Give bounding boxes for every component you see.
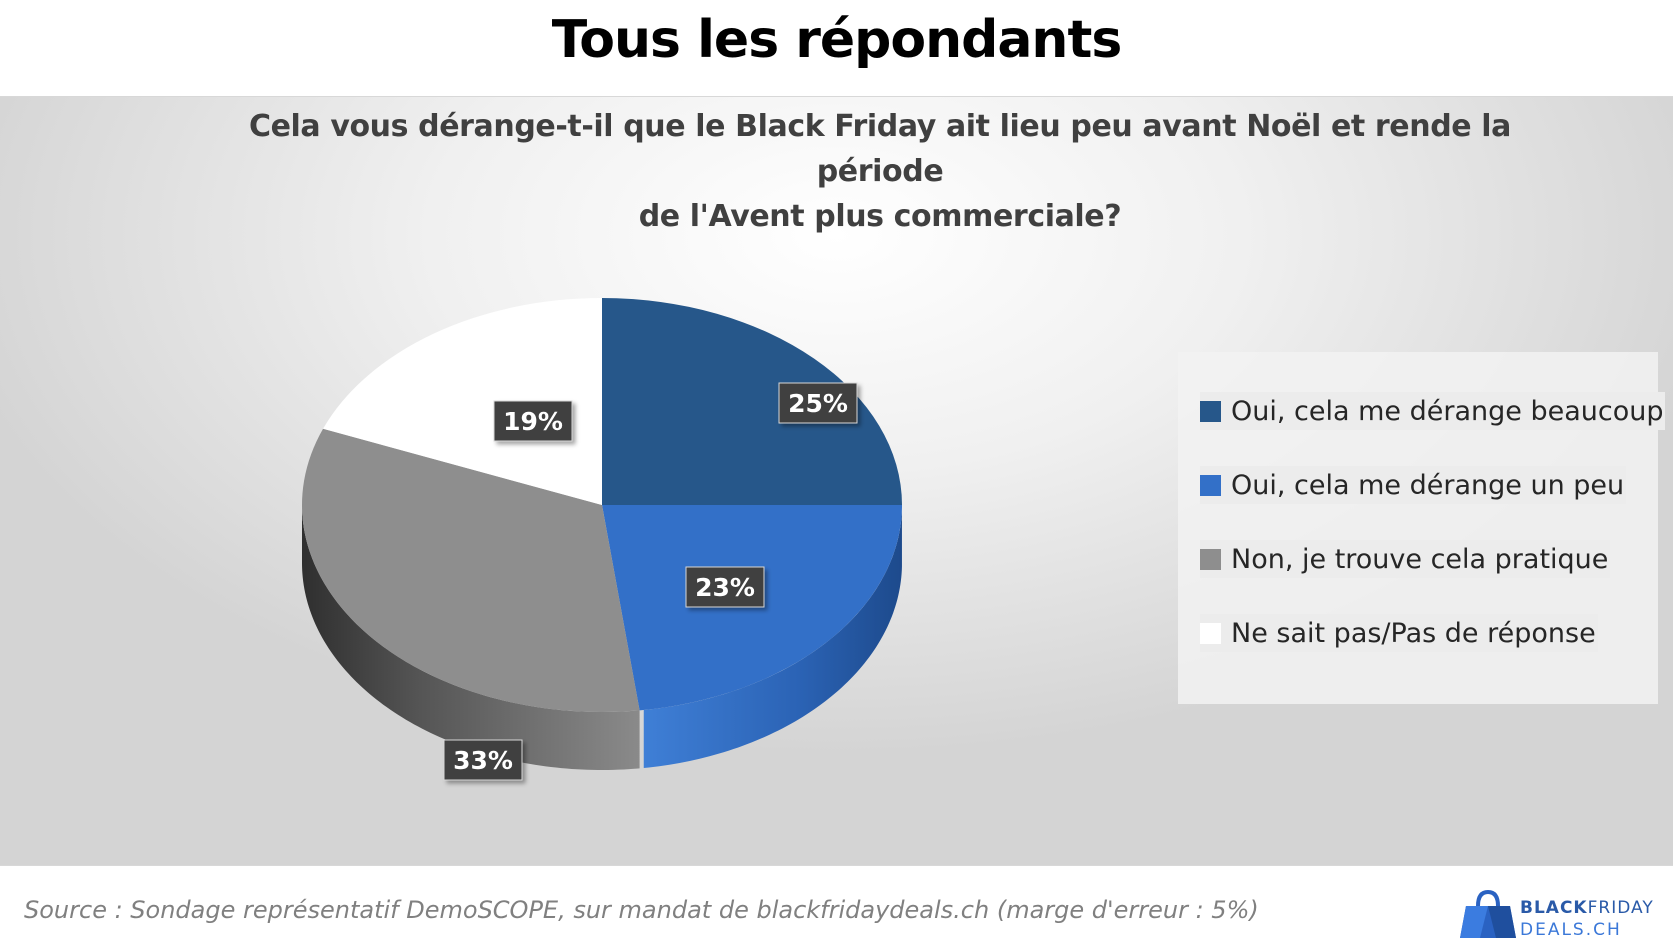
logo-text-deals: DEALS.CH	[1520, 920, 1622, 940]
source-note: Source : Sondage représentatif DemoSCOPE…	[24, 896, 1259, 924]
legend-label: Ne sait pas/Pas de réponse	[1231, 617, 1596, 649]
data-label-text: 33%	[453, 746, 513, 775]
pie-slice-side	[302, 505, 640, 770]
legend: Oui, cela me dérange beaucoup Oui, cela …	[1178, 352, 1666, 704]
chart-title-line-1: Cela vous dérange-t-il que le Black Frid…	[248, 109, 1512, 189]
pie-slice	[602, 298, 902, 505]
logo: BLACKFRIDAY DEALS.CH	[1460, 886, 1665, 940]
pie-slice	[302, 428, 640, 713]
data-label-box	[443, 739, 523, 781]
legend-item: Non, je trouve cela pratique	[1200, 540, 1611, 578]
data-label: 19%	[493, 400, 573, 442]
legend-swatch	[1200, 548, 1221, 570]
data-label-text: 19%	[503, 407, 563, 436]
legend-label: Oui, cela me dérange beaucoup	[1231, 395, 1664, 427]
pie-sides	[302, 505, 902, 770]
logo-text-black: BLACK	[1520, 898, 1588, 918]
legend-swatch	[1200, 400, 1221, 422]
data-label: 33%	[443, 739, 523, 781]
data-label-text: 25%	[788, 389, 848, 418]
pie-labels: 25% 23% 33% 19%	[443, 382, 858, 781]
legend-item: Oui, cela me dérange un peu	[1200, 466, 1627, 504]
data-label-box	[685, 566, 765, 608]
page-title: Tous les répondants	[551, 10, 1123, 70]
legend-label: Oui, cela me dérange un peu	[1231, 469, 1625, 501]
pie-slice	[602, 505, 902, 711]
logo-text: BLACKFRIDAY	[1520, 898, 1654, 918]
data-label-box	[493, 400, 573, 442]
data-label: 25%	[778, 382, 858, 424]
pie-slice	[323, 298, 602, 505]
data-label-box	[778, 382, 858, 424]
data-label-text: 23%	[695, 573, 755, 602]
chart-title: Cela vous dérange-t-il que le Black Frid…	[220, 104, 1540, 239]
legend-item: Oui, cela me dérange beaucoup	[1200, 392, 1666, 430]
shopping-bag-icon	[1460, 889, 1516, 938]
pie-tops	[302, 298, 902, 713]
logo-text-friday: FRIDAY	[1587, 898, 1654, 918]
legend-swatch	[1200, 474, 1221, 496]
legend-swatch	[1200, 622, 1221, 644]
chart-title-line-2: de l'Avent plus commerciale?	[638, 199, 1122, 234]
legend-label: Non, je trouve cela pratique	[1231, 543, 1609, 575]
data-label: 23%	[685, 566, 765, 608]
legend-item: Ne sait pas/Pas de réponse	[1200, 614, 1598, 652]
pie-slice-side	[643, 508, 902, 768]
